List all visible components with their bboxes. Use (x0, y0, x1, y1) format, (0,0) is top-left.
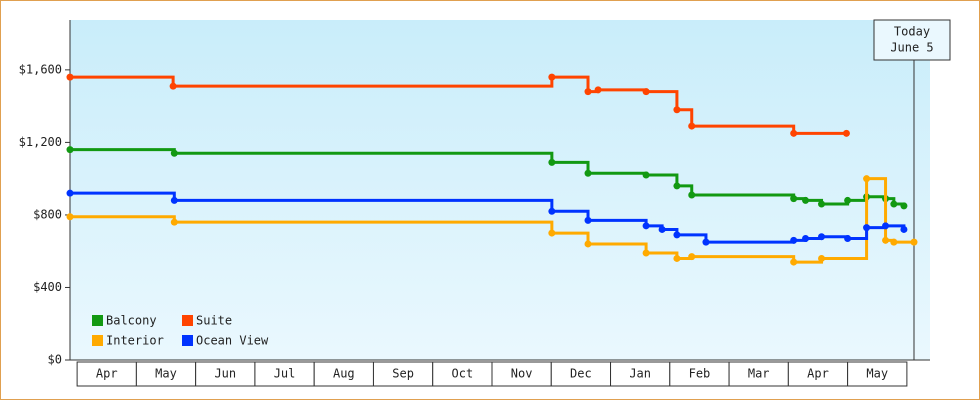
point (66, 146, 74, 154)
series-line (70, 75, 847, 135)
legend-swatch (92, 335, 103, 346)
point (642, 88, 650, 96)
x-tick-box (135, 361, 197, 387)
point (890, 200, 898, 208)
legend-label: Balcony (106, 314, 157, 328)
x-tick-box (491, 361, 552, 387)
today-box (873, 19, 951, 61)
x-tick-label: May (155, 367, 177, 381)
legend-swatch (182, 335, 193, 346)
point (802, 196, 810, 204)
y-tick-label: $1,200 (19, 135, 62, 149)
point (548, 207, 556, 215)
point (882, 222, 890, 230)
x-tick-box (76, 361, 137, 387)
legend-label: Ocean View (196, 334, 269, 348)
x-tick-label: Jan (629, 367, 651, 381)
point (642, 171, 650, 179)
point (688, 253, 696, 261)
legend-label: Interior (106, 334, 164, 348)
point (802, 235, 810, 243)
point (594, 86, 602, 94)
point (818, 254, 826, 262)
legend-swatch (92, 315, 103, 326)
point (790, 129, 798, 137)
y-tick-label: $0 (48, 353, 62, 367)
point (584, 169, 592, 177)
point (818, 200, 826, 208)
legend-swatch (182, 315, 193, 326)
x-tick-label: Nov (511, 367, 533, 381)
x-tick-label: Oct (452, 367, 474, 381)
point (790, 236, 798, 244)
point (548, 73, 556, 81)
plot-area (70, 20, 930, 360)
point (844, 196, 852, 204)
point (642, 222, 650, 230)
x-tick-box (195, 361, 256, 387)
x-tick-label: Apr (96, 367, 118, 381)
x-tick-label: Apr (807, 367, 829, 381)
point (170, 196, 178, 204)
x-tick-box (847, 361, 908, 387)
x-tick-label: Jul (274, 367, 296, 381)
point (673, 254, 681, 262)
x-tick-box (254, 361, 315, 387)
point (890, 238, 898, 246)
point (584, 88, 592, 96)
x-tick-label: Mar (748, 367, 770, 381)
point (642, 249, 650, 257)
point (882, 236, 890, 244)
point (658, 225, 666, 233)
x-tick-label: Dec (570, 367, 592, 381)
point (584, 240, 592, 248)
x-tick-box (610, 361, 671, 387)
y-tick-label: $400 (33, 280, 62, 294)
point (584, 216, 592, 224)
legend-label: Suite (196, 314, 232, 328)
point (818, 233, 826, 241)
y-tick-label: $800 (33, 207, 62, 221)
point (548, 229, 556, 237)
point (170, 149, 178, 157)
point (548, 158, 556, 166)
point (790, 258, 798, 266)
today-label: Today (894, 25, 930, 39)
point (900, 202, 908, 210)
x-tick-box (787, 361, 849, 387)
point (900, 225, 908, 233)
point (688, 122, 696, 130)
point (66, 213, 74, 221)
point (688, 191, 696, 199)
x-tick-label: Feb (689, 367, 711, 381)
point (169, 82, 177, 90)
point (844, 235, 852, 243)
point (910, 238, 918, 246)
x-tick-label: Sep (392, 367, 414, 381)
x-tick-label: Aug (333, 367, 355, 381)
today-label: June 5 (890, 41, 933, 55)
point (863, 175, 871, 183)
point (842, 129, 850, 137)
x-tick-label: Jun (214, 367, 236, 381)
point (863, 224, 871, 232)
point (66, 73, 74, 81)
x-tick-label: May (866, 367, 888, 381)
point (170, 218, 178, 226)
y-tick-label: $1,600 (19, 62, 62, 76)
x-tick-box (728, 361, 789, 387)
point (702, 238, 710, 246)
x-tick-box (313, 361, 374, 387)
point (673, 182, 681, 190)
point (673, 106, 681, 114)
point (66, 189, 74, 197)
point (673, 231, 681, 239)
point (790, 195, 798, 203)
